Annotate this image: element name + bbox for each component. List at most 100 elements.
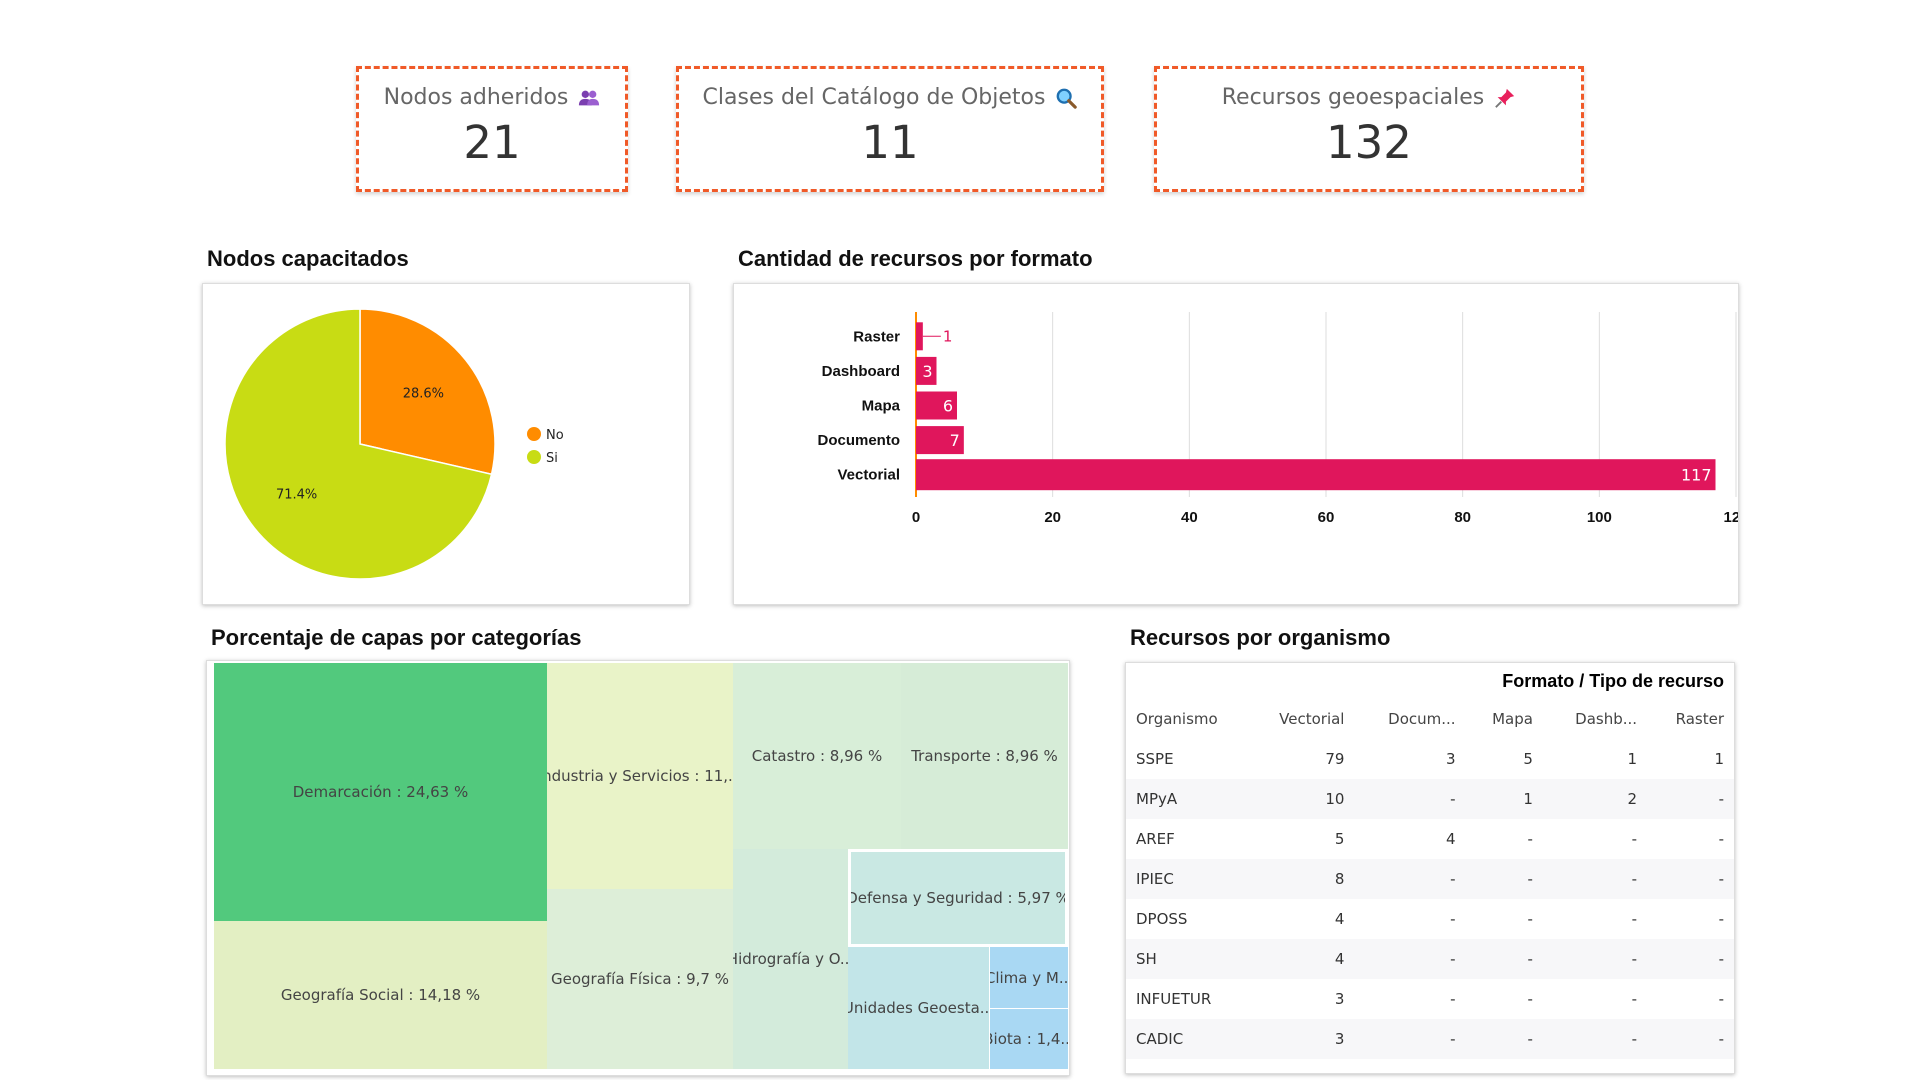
- pie-slice-no[interactable]: [359, 308, 496, 476]
- legend-label: Si: [546, 451, 558, 466]
- count-cell: 3: [1246, 1019, 1355, 1059]
- organism-cell: MPyA: [1126, 779, 1246, 819]
- x-tick-label: 120: [1723, 509, 1738, 526]
- table-row[interactable]: SSPE 79 3 5 1 1: [1126, 739, 1734, 779]
- organism-cell: IPIEC: [1126, 859, 1246, 899]
- y-category-label: Vectorial: [837, 467, 900, 484]
- count-cell: -: [1647, 1059, 1734, 1073]
- kpi-card-clases: Clases del Catálogo de Objetos 11: [676, 66, 1104, 192]
- count-cell: -: [1527, 830, 1533, 848]
- column-header[interactable]: Dashb...: [1575, 710, 1638, 728]
- bar-title: Cantidad de recursos por formato: [738, 246, 1093, 271]
- x-tick-label: 60: [1318, 509, 1335, 526]
- y-category-label: Raster: [853, 328, 900, 345]
- kpi-card-nodos: Nodos adheridos 21: [356, 66, 628, 192]
- count-cell: -: [1543, 1059, 1647, 1073]
- count-cell: 3: [1334, 990, 1345, 1008]
- organism-cell: SH: [1126, 939, 1246, 979]
- bar-dashboard[interactable]: [916, 356, 937, 385]
- y-category-label: Dashboard: [822, 363, 900, 380]
- table-card: Formato / Tipo de recurso Organismo Vect…: [1125, 662, 1735, 1074]
- bar-mapa[interactable]: [916, 391, 957, 420]
- table-row[interactable]: MPyA 10-1 2-: [1126, 779, 1734, 819]
- kpi-label: Nodos adheridos: [383, 85, 569, 110]
- table-row[interactable]: SPC1----: [1126, 1059, 1734, 1073]
- bar-value-label: 117: [1681, 466, 1712, 485]
- column-header[interactable]: Raster: [1675, 710, 1724, 728]
- count-cell: -: [1631, 830, 1638, 848]
- column-header[interactable]: Vectorial: [1279, 710, 1345, 728]
- x-tick-label: 100: [1587, 509, 1612, 526]
- count-cell: -: [1465, 1019, 1543, 1059]
- kpi-label: Recursos geoespaciales: [1221, 85, 1485, 110]
- bar-documento[interactable]: [916, 426, 964, 455]
- table-row[interactable]: CADIC 3- - - -: [1126, 1019, 1734, 1059]
- bar-vectorial[interactable]: [916, 459, 1716, 491]
- treemap-cell-unidades[interactable]: Unidades Geoesta...: [848, 947, 989, 1069]
- bar-value-label: 3: [922, 362, 932, 381]
- treemap-card: Demarcación : 24,63 % Geografía Social :…: [206, 660, 1070, 1076]
- count-cell: 5: [1523, 750, 1533, 768]
- people-icon: [579, 90, 600, 105]
- table-group-header: Formato / Tipo de recurso: [1502, 671, 1724, 691]
- count-cell: -: [1354, 1019, 1466, 1059]
- treemap-cell-geografia-fisica[interactable]: Geografía Física : 9,7 %: [547, 889, 733, 1069]
- organism-cell: SSPE: [1136, 750, 1174, 768]
- y-category-label: Mapa: [862, 398, 901, 415]
- organism-cell: INFUETUR: [1136, 990, 1212, 1008]
- kpi-label-row: Nodos adheridos: [359, 85, 625, 110]
- kpi-value: 132: [1326, 116, 1412, 169]
- bar-value-label: 1: [943, 327, 953, 345]
- treemap-cell-catastro[interactable]: Catastro : 8,96 %: [733, 663, 901, 849]
- table-row[interactable]: SH 4- - - -: [1126, 939, 1734, 979]
- treemap-cell-defensa[interactable]: Defensa y Seguridad : 5,97 %: [848, 849, 1068, 947]
- count-cell: -: [1354, 1059, 1465, 1073]
- count-cell: -: [1450, 990, 1456, 1008]
- table-row[interactable]: DPOSS 4 - - - -: [1126, 899, 1734, 939]
- bar-value-label: 7: [950, 431, 960, 450]
- table-row[interactable]: IPIEC 8- - - -: [1126, 859, 1734, 899]
- organism-cell: SPC: [1126, 1059, 1246, 1073]
- treemap-cell-transporte[interactable]: Transporte : 8,96 %: [901, 663, 1068, 849]
- column-header[interactable]: Mapa: [1492, 710, 1533, 728]
- count-cell: 1: [1627, 750, 1638, 768]
- count-cell: 1: [1714, 750, 1724, 768]
- count-cell: -: [1354, 779, 1466, 819]
- count-cell: -: [1718, 990, 1724, 1008]
- count-cell: -: [1450, 910, 1456, 928]
- x-tick-label: 80: [1454, 509, 1471, 526]
- column-header[interactable]: Docum...: [1388, 710, 1456, 728]
- count-cell: 4: [1246, 939, 1355, 979]
- treemap-cell-demarcacion[interactable]: Demarcación : 24,63 %: [214, 663, 547, 921]
- count-cell: 10: [1246, 779, 1355, 819]
- count-cell: 5: [1334, 830, 1345, 848]
- treemap-cell-biota[interactable]: Biota : 1,4...: [989, 1009, 1068, 1069]
- organism-table: Organismo Vectorial Docum... Mapa Dashb.…: [1126, 699, 1734, 1073]
- legend-swatch: [527, 450, 541, 464]
- kpi-value: 21: [463, 116, 521, 169]
- x-tick-label: 40: [1181, 509, 1198, 526]
- count-cell: 1: [1465, 779, 1543, 819]
- treemap-cell-industria[interactable]: Industria y Servicios : 11,...: [547, 663, 733, 889]
- kpi-label: Clases del Catálogo de Objetos: [702, 85, 1046, 110]
- pie-slice-label: 71.4%: [276, 487, 317, 502]
- column-header[interactable]: Organismo: [1136, 710, 1218, 728]
- count-cell: 79: [1325, 750, 1345, 768]
- treemap-cell-geografia-social[interactable]: Geografía Social : 14,18 %: [214, 921, 547, 1069]
- pie-card: 28.6% 71.4% No Si: [202, 283, 690, 605]
- count-cell: -: [1527, 910, 1533, 928]
- treemap-cell-clima[interactable]: Clima y M...: [989, 947, 1068, 1009]
- treemap-cell-hidrografia[interactable]: Hidrografía y O...: [733, 849, 848, 1069]
- table-row[interactable]: AREF 5 4 - - -: [1126, 819, 1734, 859]
- magnifier-icon: [1057, 88, 1078, 109]
- legend-label: No: [546, 428, 564, 443]
- table-row[interactable]: INFUETUR 3 - - - -: [1126, 979, 1734, 1019]
- bar-card: 0 20 40 60 80 100 120 Raster 1 Dashboard 3 Mapa 6 Doc…: [733, 283, 1749, 605]
- count-cell: -: [1647, 939, 1734, 979]
- count-cell: -: [1647, 779, 1734, 819]
- count-cell: -: [1354, 859, 1466, 899]
- pie-slice-si[interactable]: [224, 308, 493, 580]
- count-cell: -: [1647, 859, 1734, 899]
- x-tick-label: 20: [1044, 509, 1061, 526]
- bar-raster[interactable]: [916, 322, 923, 351]
